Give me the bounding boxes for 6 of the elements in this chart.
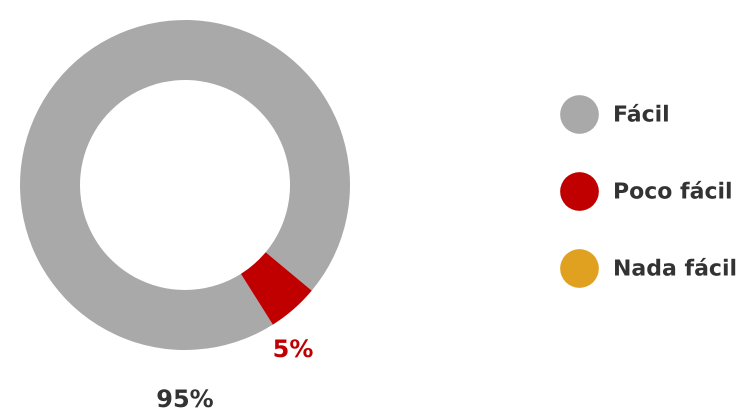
legend-label: Poco fácil <box>613 180 733 204</box>
donut-slice <box>240 252 312 325</box>
data-label: 5% <box>272 335 314 363</box>
data-label: 95% <box>156 385 214 413</box>
legend-label: Nada fácil <box>613 256 738 282</box>
legend-label: Fácil <box>613 102 670 128</box>
